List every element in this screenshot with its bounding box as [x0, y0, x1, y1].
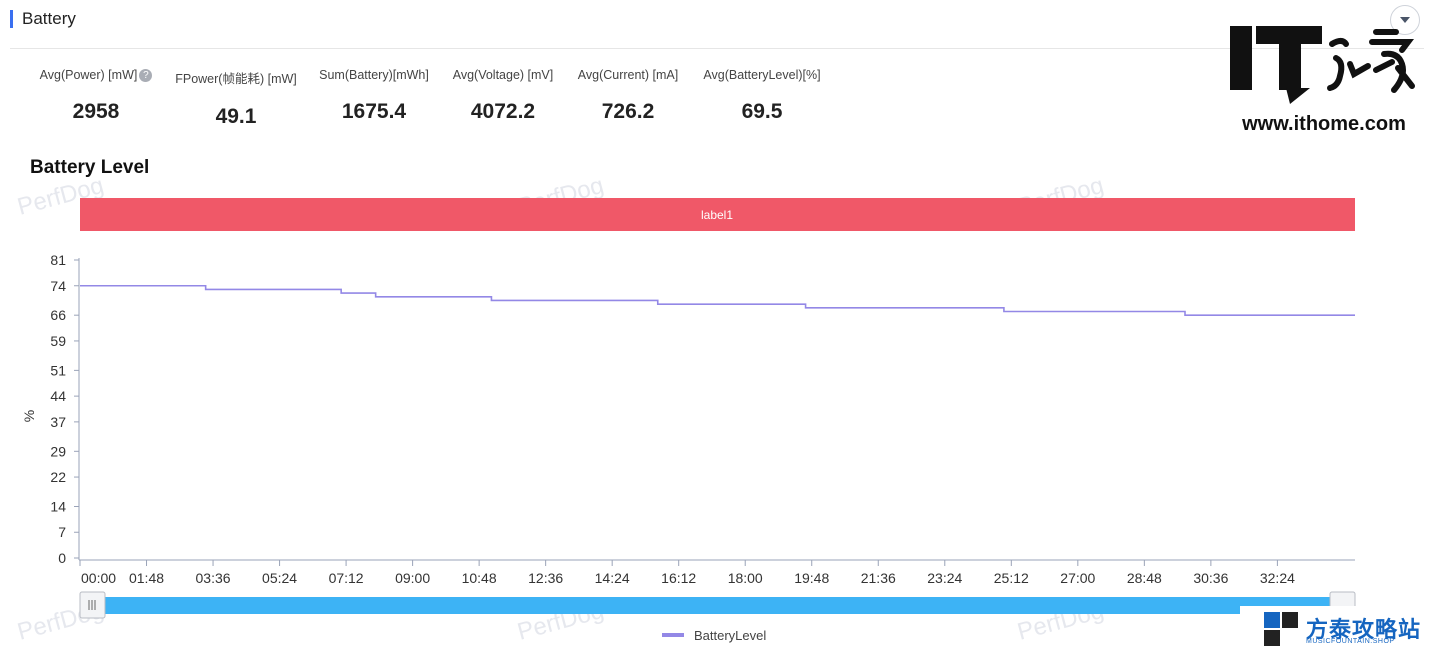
y-tick-label: 81 — [50, 252, 66, 268]
site-watermark-sub: MUSICFOUNTAIN.SHOP — [1306, 638, 1395, 645]
stat-avg-voltage: Avg(Voltage) [mV] 4072.2 — [446, 68, 560, 124]
stat-value: 2958 — [72, 100, 120, 123]
x-ticks: 00:00 01:48 03:36 05:24 07:12 09:00 10:48 12:36… — [79, 560, 1295, 586]
y-tick-label: 14 — [50, 498, 66, 514]
stat-avg-power: Avg(Power) [mW]? 2958 — [36, 68, 156, 124]
x-tick-label: 14:24 — [595, 570, 630, 586]
y-ticks: 0 7 14 22 29 37 44 51 59 66 74 81 — [50, 252, 79, 566]
zoom-slider-track[interactable] — [84, 597, 1352, 614]
site-watermark-name: 方泰攻略站 — [1306, 617, 1422, 642]
y-tick-label: 7 — [58, 524, 66, 540]
label-band — [80, 198, 1355, 231]
x-tick-label: 21:36 — [861, 570, 896, 586]
y-tick-label: 66 — [50, 307, 66, 323]
battery-level-line — [80, 284, 1355, 316]
y-tick-label: 0 — [58, 550, 66, 566]
label-band-text: label1 — [701, 208, 733, 222]
chevron-down-icon — [1400, 17, 1410, 23]
series-layer — [80, 284, 1355, 316]
x-tick-label: 19:48 — [794, 570, 829, 586]
x-tick-label: 03:36 — [196, 570, 231, 586]
stat-label: Avg(Power) [mW] — [39, 68, 138, 82]
ithome-logo — [1226, 24, 1426, 144]
y-tick-label: 74 — [50, 278, 66, 294]
section-accent-bar — [10, 10, 13, 28]
y-tick-label: 59 — [50, 333, 66, 349]
stat-label: FPower(帧能耗) [mW] — [175, 72, 297, 86]
stat-value: 4072.2 — [470, 100, 536, 123]
stat-label: Avg(Voltage) [mV] — [452, 68, 554, 82]
stat-sum-battery: Sum(Battery)[mWh] 1675.4 — [314, 68, 434, 124]
legend-label[interactable]: BatteryLevel — [694, 628, 766, 643]
y-axis-label: % — [21, 410, 37, 422]
site-watermark — [1240, 606, 1440, 656]
y-tick-label: 51 — [50, 362, 66, 378]
x-tick-label: 27:00 — [1060, 570, 1095, 586]
stat-value: 69.5 — [741, 100, 783, 123]
x-tick-label: 07:12 — [329, 570, 364, 586]
stat-fpower: FPower(帧能耗) [mW] 49.1 — [170, 68, 302, 129]
collapse-button[interactable] — [1390, 5, 1420, 35]
x-tick-label: 16:12 — [661, 570, 696, 586]
x-tick-label: 25:12 — [994, 570, 1029, 586]
stat-value: 1675.4 — [341, 100, 407, 123]
x-tick-label: 30:36 — [1193, 570, 1228, 586]
ithome-logo-mark — [1230, 26, 1415, 104]
stat-value: 49.1 — [215, 105, 257, 128]
y-tick-label: 29 — [50, 443, 66, 459]
header-divider — [10, 48, 1424, 49]
x-tick-label: 01:48 — [129, 570, 164, 586]
y-tick-label: 44 — [50, 388, 66, 404]
x-tick-label: 09:00 — [395, 570, 430, 586]
stat-label: Avg(BatteryLevel)[%] — [703, 68, 821, 82]
x-tick-label: 28:48 — [1127, 570, 1162, 586]
site-logo-icon — [1264, 612, 1298, 646]
section-title: Battery — [22, 9, 76, 28]
x-tick-label: 12:36 — [528, 570, 563, 586]
x-tick-label: 05:24 — [262, 570, 297, 586]
stat-value: 726.2 — [601, 100, 655, 123]
chart-title: Battery Level — [30, 157, 150, 178]
ithome-url: www.ithome.com — [1242, 113, 1406, 135]
x-tick-label: 32:24 — [1260, 570, 1295, 586]
stat-avg-battery-level: Avg(BatteryLevel)[%] 69.5 — [696, 68, 828, 124]
x-tick-label: 18:00 — [728, 570, 763, 586]
y-tick-label: 22 — [50, 469, 66, 485]
x-tick-label: 23:24 — [927, 570, 962, 586]
x-tick-label: 00:00 — [81, 570, 116, 586]
y-tick-label: 37 — [50, 414, 66, 430]
section-header: Battery — [0, 0, 1440, 48]
question-mark-icon[interactable]: ? — [139, 69, 153, 82]
x-tick-label: 10:48 — [462, 570, 497, 586]
stat-label: Avg(Current) [mA] — [577, 68, 679, 82]
stat-label: Sum(Battery)[mWh] — [319, 68, 429, 82]
stat-avg-current: Avg(Current) [mA] 726.2 — [572, 68, 684, 124]
